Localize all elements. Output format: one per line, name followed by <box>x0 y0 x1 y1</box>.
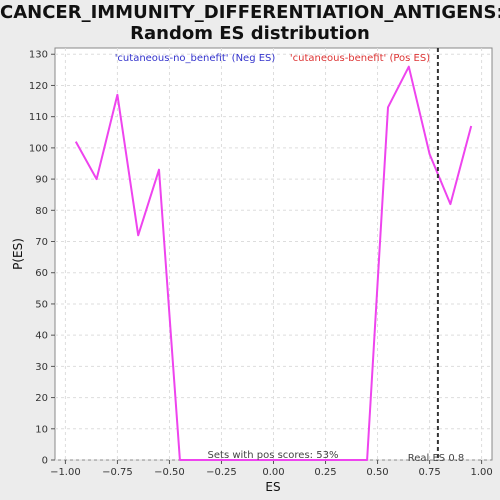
y-tick-label: 0 <box>42 456 48 467</box>
x-tick-label: 1.00 <box>470 467 492 478</box>
y-tick-label: 130 <box>29 50 48 61</box>
pos-scores-annotation: Sets with pos scores: 53% <box>208 450 339 461</box>
y-tick-label: 80 <box>35 206 48 217</box>
pos-es-label: 'cutaneous-benefit' (Pos ES) <box>290 53 430 64</box>
y-tick-label: 50 <box>35 299 48 310</box>
y-axis-label: P(ES) <box>11 238 25 270</box>
series-group <box>74 65 473 461</box>
grid-lines <box>55 48 492 461</box>
y-tick-label: 70 <box>35 237 48 248</box>
y-tick-label: 20 <box>35 393 48 404</box>
neg-es-label: 'cutaneous-no_benefit' (Neg ES) <box>115 53 276 64</box>
series-line <box>74 65 473 461</box>
y-axis-ticks: 0 10 20 30 40 50 60 70 80 90 100 110 120 130 <box>29 50 55 467</box>
x-tick-label: 0.00 <box>262 467 284 478</box>
x-tick-label: 0.25 <box>314 467 336 478</box>
chart-title-line-1: CANCER_IMMUNITY_DIFFERENTIATION_ANTIGENS… <box>0 2 500 23</box>
y-tick-label: 90 <box>35 175 48 186</box>
y-tick-label: 60 <box>35 268 48 279</box>
x-axis-label: ES <box>265 480 280 494</box>
x-tick-label: 0.75 <box>418 467 440 478</box>
y-tick-label: 30 <box>35 362 48 373</box>
chart-title-line-2: Random ES distribution <box>130 23 370 44</box>
x-tick-label: −0.75 <box>102 467 133 478</box>
y-tick-label: 120 <box>29 81 48 92</box>
x-tick-label: −0.25 <box>206 467 237 478</box>
x-tick-label: −0.50 <box>154 467 185 478</box>
x-tick-label: −1.00 <box>50 467 81 478</box>
y-tick-label: 110 <box>29 112 48 123</box>
x-axis-ticks: −1.00 −0.75 −0.50 −0.25 0.00 0.25 0.50 0.75 1.00 <box>50 460 493 478</box>
x-tick-label: 0.50 <box>366 467 388 478</box>
y-tick-label: 10 <box>35 424 48 435</box>
y-tick-label: 100 <box>29 143 48 154</box>
real-es-annotation: Real ES 0.8 <box>408 453 464 464</box>
y-tick-label: 40 <box>35 331 48 342</box>
chart-title: CANCER_IMMUNITY_DIFFERENTIATION_ANTIGENS… <box>0 2 500 44</box>
